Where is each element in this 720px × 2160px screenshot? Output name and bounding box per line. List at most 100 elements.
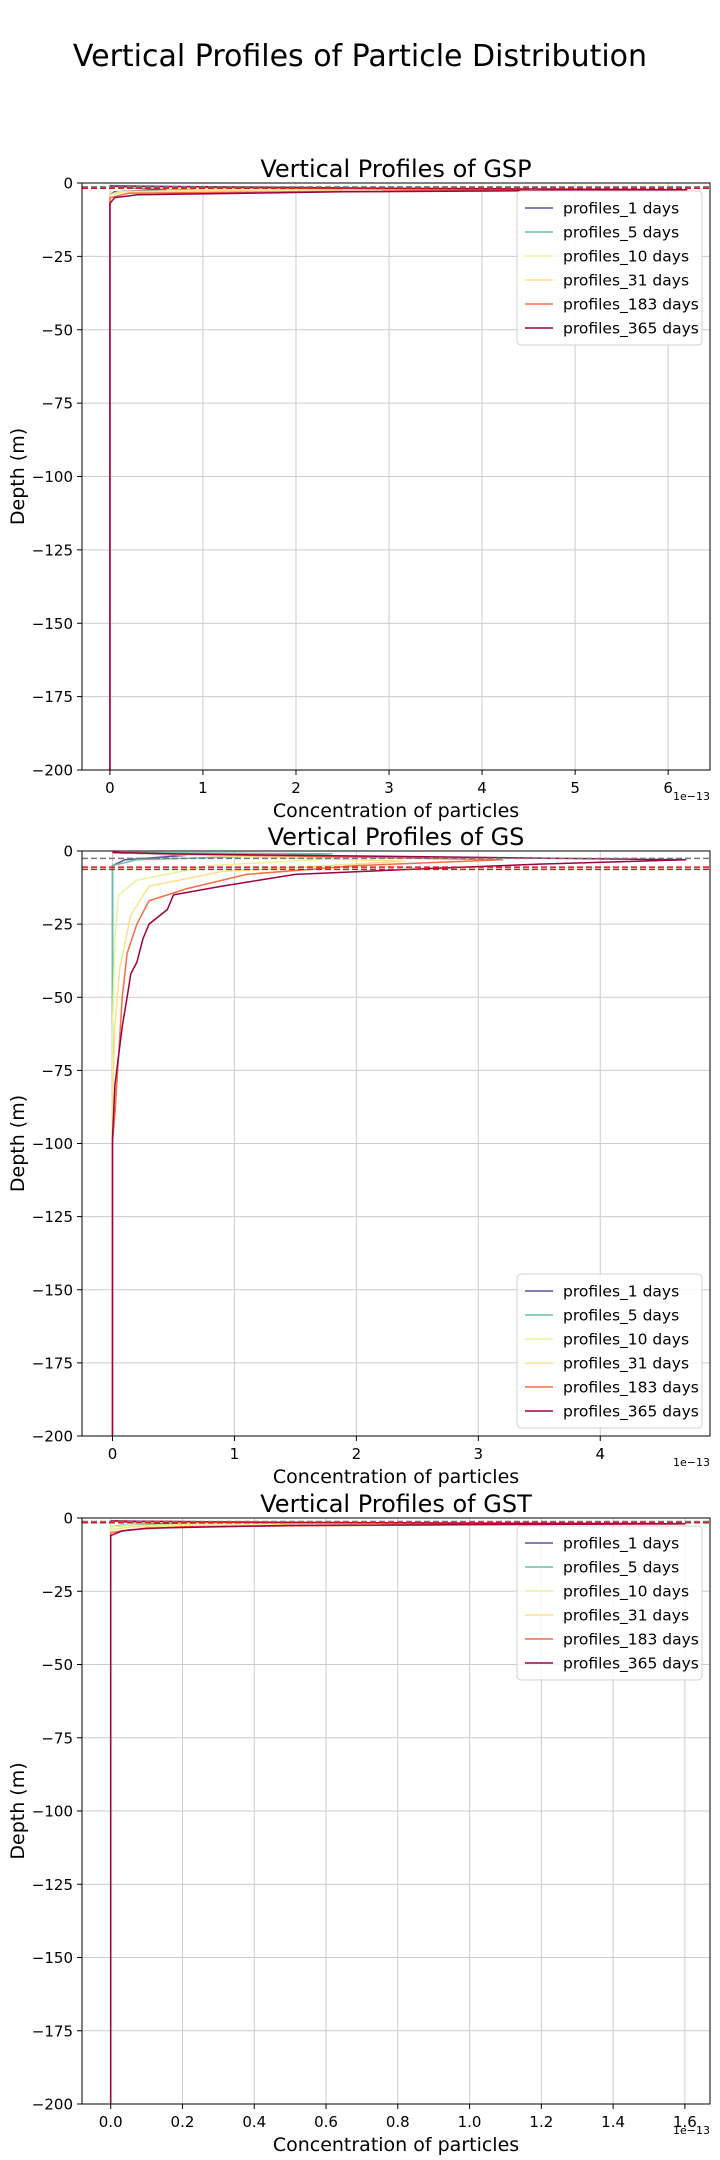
legend-label: profiles_10 days <box>563 248 689 267</box>
series-line-profiles-31-days <box>109 185 344 770</box>
x-axis-label: Concentration of particles <box>273 800 519 822</box>
y-tick-label: −75 <box>41 395 73 413</box>
x-tick-label: 0 <box>108 1445 118 1463</box>
legend-label: profiles_5 days <box>563 1307 679 1326</box>
x-tick-label: 0 <box>105 779 115 797</box>
y-tick-label: −100 <box>32 468 73 486</box>
legend-label: profiles_365 days <box>563 1403 699 1422</box>
x-offset-text: 1e−13 <box>673 790 710 803</box>
legend-label: profiles_10 days <box>563 1583 689 1602</box>
x-tick-label: 3 <box>384 779 394 797</box>
legend-label: profiles_10 days <box>563 1331 689 1350</box>
x-tick-label: 1.0 <box>458 2113 482 2131</box>
y-tick-label: −175 <box>32 688 73 706</box>
legend-label: profiles_5 days <box>563 1559 679 1578</box>
y-axis-label: Depth (m) <box>7 1095 29 1192</box>
x-tick-label: 0.0 <box>99 2113 123 2131</box>
series-line-profiles-5-days <box>109 185 204 770</box>
x-tick-label: 4 <box>477 779 487 797</box>
y-tick-label: 0 <box>63 1510 73 1528</box>
y-tick-label: −150 <box>32 615 73 633</box>
x-tick-label: 2 <box>352 1445 362 1463</box>
series-line-profiles-5-days <box>109 1520 238 2104</box>
x-tick-label: 0.6 <box>314 2113 338 2131</box>
x-tick-label: 2 <box>291 779 301 797</box>
x-axis-label: Concentration of particles <box>273 1466 519 1488</box>
y-tick-label: −50 <box>41 321 73 339</box>
y-tick-label: −25 <box>41 248 73 266</box>
series-line-profiles-31-days <box>111 851 406 1436</box>
x-offset-text: 1e−13 <box>673 2124 710 2137</box>
chart-title: Vertical Profiles of GS <box>268 823 525 851</box>
chart-2: 0 1 2 3 4 0 −25 −50 −75 −100 −125 −150 −175 −200 Verti… <box>7 823 711 1488</box>
x-offset-text: 1e−13 <box>673 1456 710 1469</box>
y-tick-label: −25 <box>41 916 73 934</box>
figure-suptitle: Vertical Profiles of Particle Distributi… <box>73 39 647 74</box>
x-tick-label: 0.4 <box>242 2113 266 2131</box>
y-tick-label: −200 <box>32 2096 73 2114</box>
x-tick-label: 0.8 <box>386 2113 410 2131</box>
x-tick-label: 6 <box>663 779 673 797</box>
series-line-profiles-183-days <box>109 1520 578 2104</box>
y-tick-label: −75 <box>41 1729 73 1747</box>
y-tick-label: −125 <box>32 1876 73 1894</box>
y-tick-label: −50 <box>41 1656 73 1674</box>
y-tick-label: −50 <box>41 989 73 1007</box>
x-tick-label: 3 <box>474 1445 484 1463</box>
chart-1: 0 1 2 3 4 5 6 0 −25 −50 −75 −100 −125 −150 −175 −200 Ver… <box>7 155 711 822</box>
legend-box <box>516 190 703 346</box>
legend-box <box>516 1273 703 1429</box>
legend-label: profiles_183 days <box>563 1379 699 1398</box>
x-tick-label: 1.4 <box>601 2113 625 2131</box>
y-axis-label: Depth (m) <box>7 1762 29 1859</box>
series-line-profiles-1-days <box>109 185 167 770</box>
x-tick-label: 5 <box>570 779 580 797</box>
y-tick-label: −200 <box>32 1428 73 1446</box>
legend-label: profiles_183 days <box>563 296 699 315</box>
y-tick-label: −100 <box>32 1803 73 1821</box>
series-line-profiles-1-days <box>109 1520 184 2104</box>
legend-box <box>516 1525 703 1681</box>
series-line-profiles-365-days <box>111 851 687 1436</box>
x-tick-label: 1.2 <box>529 2113 553 2131</box>
x-tick-label: 1.6 <box>673 2113 697 2131</box>
x-axis-label: Concentration of particles <box>273 2134 519 2156</box>
y-tick-label: −75 <box>41 1062 73 1080</box>
legend-label: profiles_1 days <box>563 1283 679 1302</box>
y-tick-label: −100 <box>32 1135 73 1153</box>
series-line-profiles-5-days <box>111 851 333 1436</box>
series-line-profiles-10-days <box>109 185 251 770</box>
x-tick-label: 1 <box>198 779 208 797</box>
y-tick-label: 0 <box>63 843 73 861</box>
legend: profiles_1 days profiles_5 days profiles_1… <box>516 1273 703 1429</box>
legend-label: profiles_183 days <box>563 1631 699 1650</box>
chart-title: Vertical Profiles of GST <box>260 1490 532 1518</box>
legend-label: profiles_31 days <box>563 272 689 291</box>
chart-title: Vertical Profiles of GSP <box>260 155 531 183</box>
y-tick-label: −175 <box>32 1354 73 1372</box>
legend-label: profiles_365 days <box>563 320 699 339</box>
y-axis-label: Depth (m) <box>7 428 29 525</box>
legend-label: profiles_1 days <box>563 1535 679 1554</box>
legend-label: profiles_1 days <box>563 200 679 219</box>
series-line-profiles-1-days <box>111 851 187 1436</box>
chart-3: 0.0 0.2 0.4 0.6 0.8 1.0 1.2 1.4 1.6 0 −25 −50 −75 −10… <box>7 1490 711 2156</box>
y-tick-label: −150 <box>32 1949 73 1967</box>
legend-label: profiles_31 days <box>563 1355 689 1374</box>
plots-container: 0 1 2 3 4 5 6 0 −25 −50 −75 −100 −125 −150 −175 −200 Ver… <box>7 155 711 2156</box>
series-line-profiles-183-days <box>111 851 504 1436</box>
x-tick-label: 0.2 <box>171 2113 195 2131</box>
y-tick-label: −125 <box>32 1208 73 1226</box>
x-tick-label: 1 <box>230 1445 240 1463</box>
legend: profiles_1 days profiles_5 days profiles_1… <box>516 1525 703 1681</box>
series-line-profiles-10-days <box>109 1520 291 2104</box>
legend-label: profiles_5 days <box>563 224 679 243</box>
y-tick-label: −175 <box>32 2022 73 2040</box>
legend: profiles_1 days profiles_5 days profiles_1… <box>516 190 703 346</box>
y-tick-label: −200 <box>32 762 73 780</box>
legend-label: profiles_365 days <box>563 1655 699 1674</box>
x-tick-label: 4 <box>595 1445 605 1463</box>
y-tick-label: −150 <box>32 1281 73 1299</box>
series-line-profiles-10-days <box>111 851 345 1436</box>
